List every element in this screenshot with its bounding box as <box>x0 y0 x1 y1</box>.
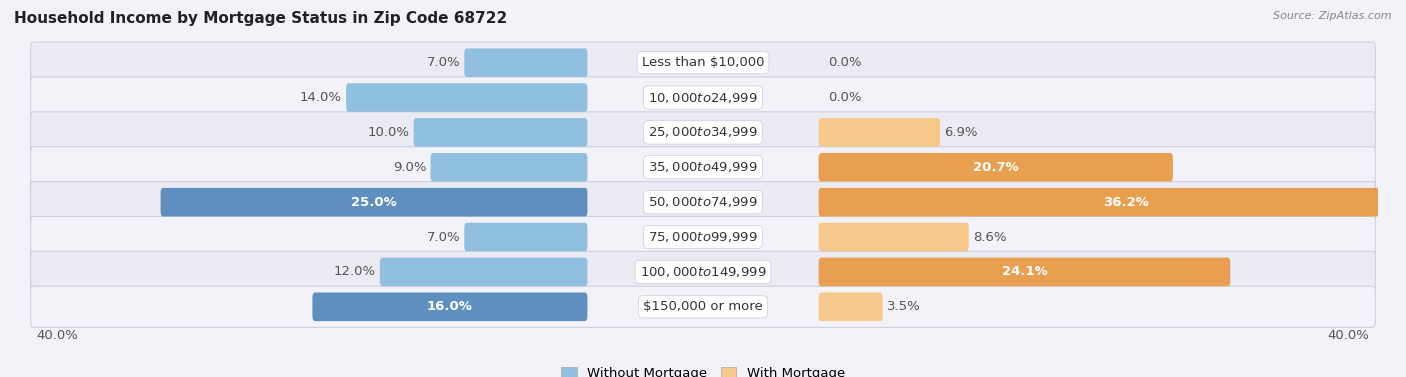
FancyBboxPatch shape <box>430 153 588 182</box>
Text: 16.0%: 16.0% <box>427 300 472 313</box>
FancyBboxPatch shape <box>346 83 588 112</box>
FancyBboxPatch shape <box>818 188 1406 216</box>
FancyBboxPatch shape <box>464 223 588 251</box>
FancyBboxPatch shape <box>31 147 1375 188</box>
Text: Household Income by Mortgage Status in Zip Code 68722: Household Income by Mortgage Status in Z… <box>14 11 508 26</box>
FancyBboxPatch shape <box>818 118 941 147</box>
FancyBboxPatch shape <box>31 286 1375 327</box>
Text: $75,000 to $99,999: $75,000 to $99,999 <box>648 230 758 244</box>
Text: 36.2%: 36.2% <box>1104 196 1150 208</box>
FancyBboxPatch shape <box>31 77 1375 118</box>
Text: 3.5%: 3.5% <box>887 300 921 313</box>
FancyBboxPatch shape <box>160 188 588 216</box>
Text: $25,000 to $34,999: $25,000 to $34,999 <box>648 126 758 139</box>
FancyBboxPatch shape <box>818 257 1230 286</box>
FancyBboxPatch shape <box>818 223 969 251</box>
Text: 6.9%: 6.9% <box>945 126 977 139</box>
FancyBboxPatch shape <box>818 153 1173 182</box>
Text: 14.0%: 14.0% <box>299 91 342 104</box>
FancyBboxPatch shape <box>31 251 1375 293</box>
Text: 40.0%: 40.0% <box>1327 329 1369 342</box>
Text: $100,000 to $149,999: $100,000 to $149,999 <box>640 265 766 279</box>
Text: 8.6%: 8.6% <box>973 231 1007 244</box>
Text: 9.0%: 9.0% <box>392 161 426 174</box>
Text: 0.0%: 0.0% <box>828 56 862 69</box>
FancyBboxPatch shape <box>413 118 588 147</box>
Text: 0.0%: 0.0% <box>828 91 862 104</box>
Text: 20.7%: 20.7% <box>973 161 1018 174</box>
Text: 10.0%: 10.0% <box>367 126 409 139</box>
FancyBboxPatch shape <box>380 257 588 286</box>
Text: $35,000 to $49,999: $35,000 to $49,999 <box>648 160 758 174</box>
Text: $10,000 to $24,999: $10,000 to $24,999 <box>648 90 758 104</box>
Text: 12.0%: 12.0% <box>333 265 375 278</box>
FancyBboxPatch shape <box>31 216 1375 257</box>
Text: 25.0%: 25.0% <box>352 196 396 208</box>
Text: 24.1%: 24.1% <box>1001 265 1047 278</box>
FancyBboxPatch shape <box>312 293 588 321</box>
Text: $50,000 to $74,999: $50,000 to $74,999 <box>648 195 758 209</box>
FancyBboxPatch shape <box>818 293 883 321</box>
FancyBboxPatch shape <box>31 42 1375 83</box>
FancyBboxPatch shape <box>464 48 588 77</box>
Text: 7.0%: 7.0% <box>426 231 460 244</box>
FancyBboxPatch shape <box>31 112 1375 153</box>
Text: 7.0%: 7.0% <box>426 56 460 69</box>
Text: Less than $10,000: Less than $10,000 <box>641 56 765 69</box>
Text: $150,000 or more: $150,000 or more <box>643 300 763 313</box>
Text: Source: ZipAtlas.com: Source: ZipAtlas.com <box>1274 11 1392 21</box>
Legend: Without Mortgage, With Mortgage: Without Mortgage, With Mortgage <box>555 362 851 377</box>
Text: 40.0%: 40.0% <box>37 329 79 342</box>
FancyBboxPatch shape <box>31 182 1375 223</box>
